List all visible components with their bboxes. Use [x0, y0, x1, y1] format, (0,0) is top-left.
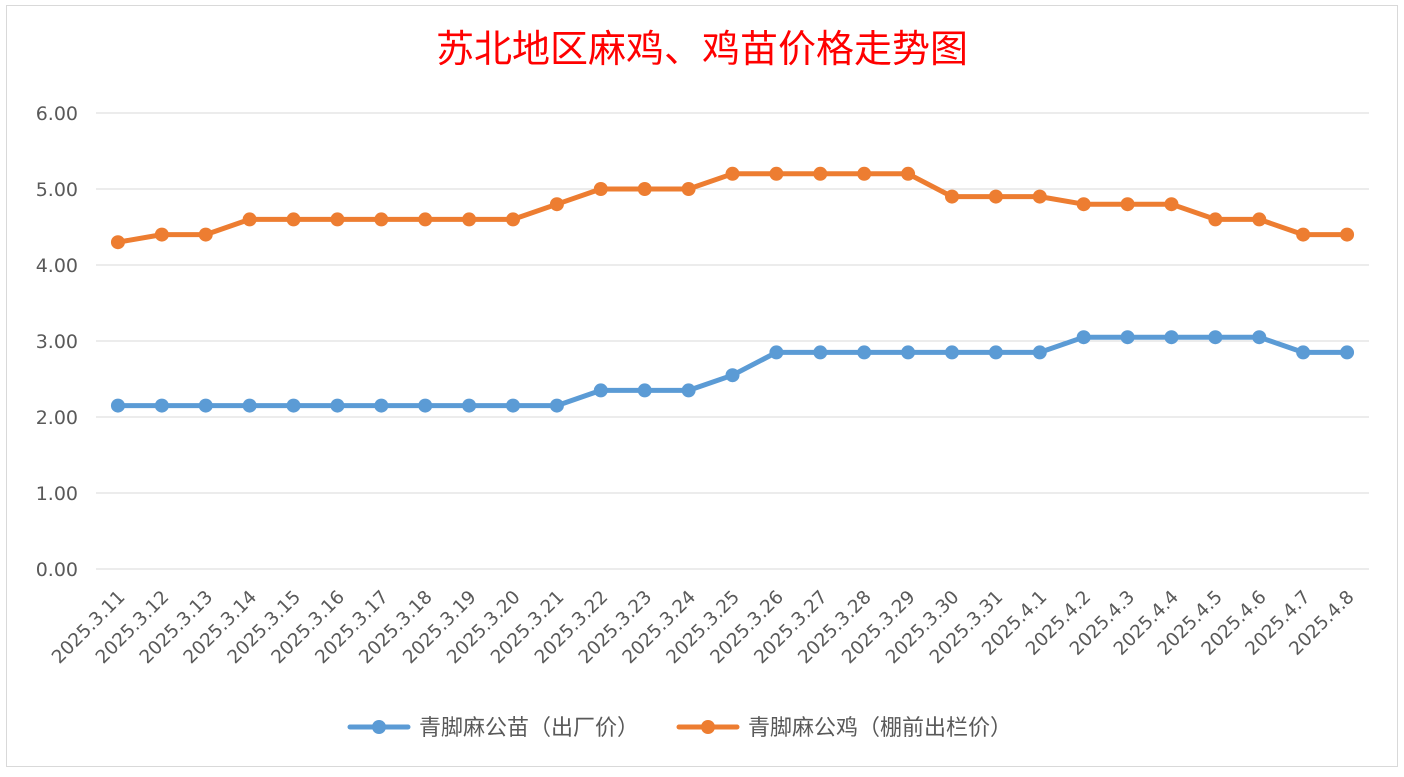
data-point	[1252, 212, 1267, 227]
y-tick-label: 4.00	[36, 255, 78, 277]
data-point	[242, 212, 257, 227]
legend-item: 青脚麻公苗（出厂价）	[347, 716, 639, 741]
data-point	[198, 227, 213, 242]
data-point	[1340, 227, 1355, 242]
data-point	[506, 212, 521, 227]
y-tick-label: 3.00	[36, 331, 78, 353]
data-point	[374, 212, 389, 227]
data-point	[813, 166, 828, 181]
data-point	[593, 383, 608, 398]
data-point	[330, 212, 345, 227]
data-point	[198, 398, 213, 413]
data-point	[1296, 345, 1311, 360]
data-point	[154, 398, 169, 413]
data-point	[286, 212, 301, 227]
data-point	[374, 398, 389, 413]
data-point	[1120, 330, 1135, 345]
y-axis-tick-labels: 0.00 1.00 2.00 3.00 4.00 5.00 6.00	[36, 103, 78, 581]
data-point	[1076, 197, 1091, 212]
data-point	[462, 212, 477, 227]
data-point	[769, 345, 784, 360]
data-point	[1252, 330, 1267, 345]
legend: 青脚麻公苗（出厂价） 青脚麻公鸡（棚前出栏价）	[347, 716, 1012, 741]
data-point	[637, 182, 652, 196]
data-point	[988, 189, 1003, 204]
data-point	[549, 197, 564, 212]
data-point	[1120, 197, 1135, 212]
legend-item: 青脚麻公鸡（棚前出栏价）	[676, 716, 1012, 741]
series-layer	[110, 166, 1355, 413]
series-1	[110, 330, 1355, 413]
data-point	[242, 398, 257, 413]
data-point	[769, 166, 784, 181]
data-point	[330, 398, 345, 413]
grid-lines	[96, 112, 1369, 570]
legend-label: 青脚麻公苗（出厂价）	[419, 716, 639, 741]
data-point	[506, 398, 521, 413]
data-point	[1164, 197, 1179, 212]
data-point	[1208, 330, 1223, 345]
data-point	[110, 235, 125, 250]
data-point	[901, 345, 916, 360]
data-point	[593, 182, 608, 196]
data-point	[857, 166, 872, 181]
data-point	[681, 182, 696, 196]
legend-marker	[372, 720, 386, 734]
data-point	[637, 383, 652, 398]
y-tick-label: 6.00	[36, 103, 78, 125]
y-tick-label: 2.00	[36, 407, 78, 429]
data-point	[418, 212, 433, 227]
data-point	[1296, 227, 1311, 242]
legend-marker	[701, 720, 715, 734]
legend-label: 青脚麻公鸡（棚前出栏价）	[748, 716, 1012, 741]
data-point	[1340, 345, 1355, 360]
data-point	[154, 227, 169, 242]
data-point	[988, 345, 1003, 360]
data-point	[1076, 330, 1091, 345]
series-2	[110, 166, 1355, 250]
y-tick-label: 1.00	[36, 483, 78, 505]
data-point	[944, 189, 959, 204]
data-point	[462, 398, 477, 413]
chart-title: 苏北地区麻鸡、鸡苗价格走势图	[436, 27, 968, 71]
data-point	[813, 345, 828, 360]
data-point	[725, 166, 740, 181]
data-point	[1208, 212, 1223, 227]
data-point	[1164, 330, 1179, 345]
y-tick-label: 5.00	[36, 179, 78, 201]
data-point	[901, 166, 916, 181]
data-point	[681, 383, 696, 398]
data-point	[944, 345, 959, 360]
data-point	[549, 398, 564, 413]
y-tick-label: 0.00	[36, 559, 78, 581]
data-point	[110, 398, 125, 413]
data-point	[857, 345, 872, 360]
data-point	[725, 368, 740, 383]
data-point	[418, 398, 433, 413]
data-point	[1032, 189, 1047, 204]
data-point	[286, 398, 301, 413]
data-point	[1032, 345, 1047, 360]
